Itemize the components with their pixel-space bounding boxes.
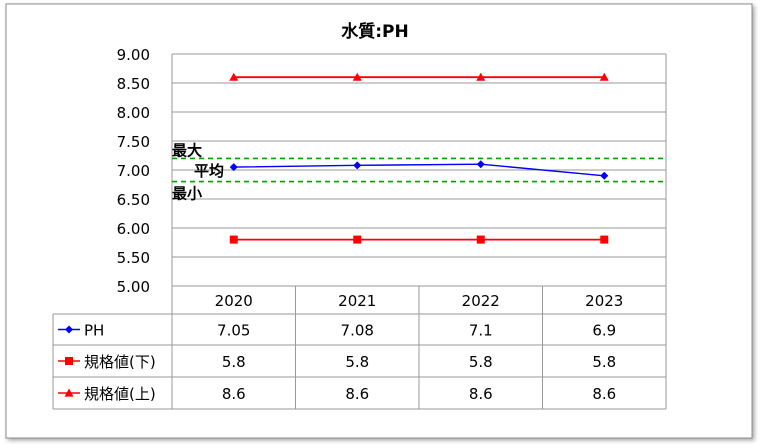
data-point <box>352 72 362 81</box>
series-layer <box>229 72 609 244</box>
table-cell-value: 8.6 <box>345 385 369 403</box>
y-tick-label: 7.00 <box>117 162 150 180</box>
y-tick-label: 8.50 <box>117 75 150 93</box>
reference-label: 最大 <box>172 141 202 159</box>
table-cell-value: 7.05 <box>217 322 250 340</box>
data-point <box>65 357 73 365</box>
data-point <box>353 161 362 170</box>
legend-label: 規格値(下) <box>84 353 156 371</box>
reference-lines <box>172 157 666 183</box>
table-cell-value: 8.6 <box>469 385 493 403</box>
reference-label: 最小 <box>172 185 202 203</box>
data-point <box>600 171 609 180</box>
chart-title: 水質:PH <box>341 21 409 42</box>
y-tick-label: 8.00 <box>117 104 150 122</box>
y-tick-label: 7.50 <box>117 133 150 151</box>
data-point <box>229 235 238 244</box>
data-point <box>599 72 609 81</box>
data-point <box>229 72 239 81</box>
reference-label: 平均 <box>194 162 224 180</box>
legend-label: PH <box>84 322 104 340</box>
data-point <box>476 72 486 81</box>
y-tick-label: 6.00 <box>117 220 150 238</box>
data-point <box>600 235 609 244</box>
label-layer: 9.00 8.50 8.00 7.50 7.00 6.50 6.00 5.50 5.00 2020… <box>84 46 623 403</box>
table-cell-value: 8.6 <box>222 385 246 403</box>
legend-label: 規格値(上) <box>84 385 156 403</box>
y-tick-label: 5.00 <box>117 278 150 296</box>
data-point <box>353 235 362 244</box>
data-point <box>476 235 485 244</box>
data-point <box>476 160 485 169</box>
category-label: 2020 <box>215 292 253 310</box>
data-point <box>65 325 73 334</box>
table-cell-value: 6.9 <box>592 322 616 340</box>
table-cell-value: 5.8 <box>345 353 369 371</box>
y-tick-label: 5.50 <box>117 249 150 267</box>
category-label: 2023 <box>585 292 623 310</box>
table-cell-value: 7.1 <box>469 322 493 340</box>
data-point <box>229 163 238 172</box>
table-cell-value: 5.8 <box>222 353 246 371</box>
category-label: 2021 <box>338 292 376 310</box>
table-cell-value: 5.8 <box>592 353 616 371</box>
data-point <box>64 388 74 397</box>
table-cell-value: 8.6 <box>592 385 616 403</box>
table-cell-value: 7.08 <box>341 322 374 340</box>
series-line <box>233 163 605 177</box>
data-table <box>52 285 667 410</box>
y-tick-label: 9.00 <box>117 46 150 64</box>
category-label: 2022 <box>462 292 500 310</box>
y-tick-label: 6.50 <box>117 191 150 209</box>
table-cell-value: 5.8 <box>469 353 493 371</box>
